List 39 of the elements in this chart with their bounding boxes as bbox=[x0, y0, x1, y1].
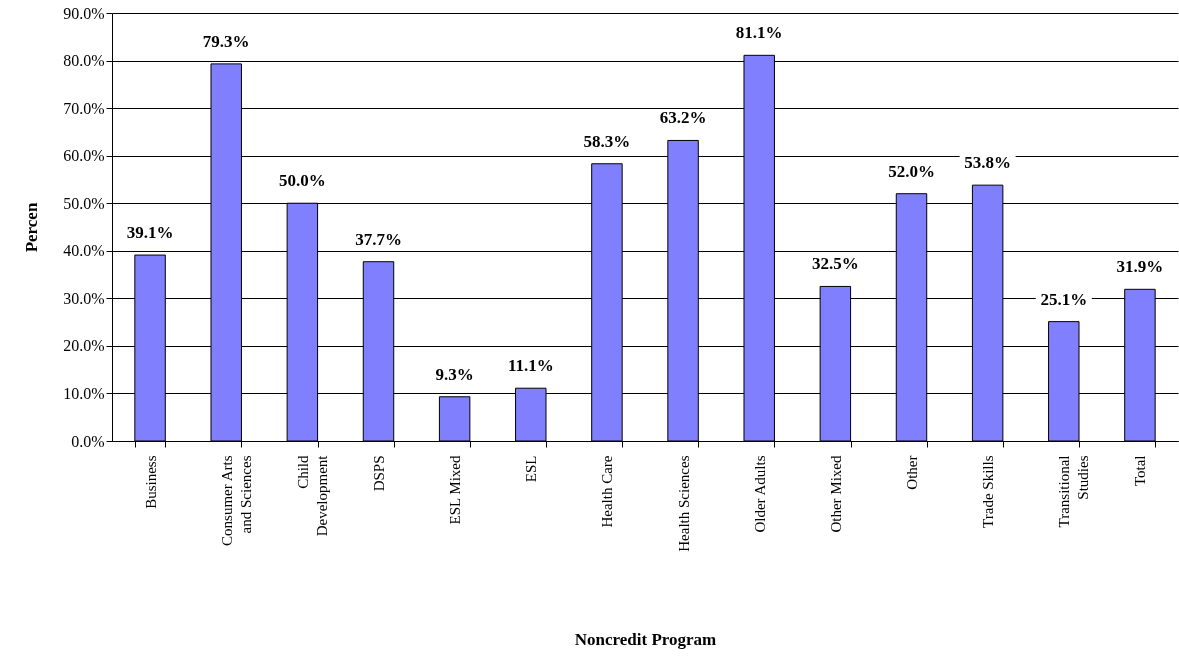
y-tick-label: 50.0% bbox=[63, 194, 105, 212]
x-tick-label: Health Sciences bbox=[675, 455, 692, 552]
data-label: 52.0% bbox=[888, 161, 935, 181]
x-tick-label: Transitional Studies bbox=[1056, 455, 1092, 528]
x-tick-label: Other bbox=[904, 455, 920, 490]
data-label: 63.2% bbox=[659, 108, 707, 128]
data-label: 53.8% bbox=[964, 153, 1012, 173]
x-tick-label: Consumer Arts and Sciences bbox=[218, 455, 254, 546]
y-tick-label: 90.0% bbox=[63, 4, 105, 22]
x-tick-label: Older Adults bbox=[751, 455, 768, 533]
y-tick-label: 0.0% bbox=[71, 432, 105, 450]
x-tick-label: Business bbox=[142, 455, 159, 509]
x-tick-label: ESL bbox=[523, 455, 540, 483]
x-tick-label: Total bbox=[1132, 455, 1149, 487]
data-label: 11.1% bbox=[507, 356, 554, 376]
y-tick-label: 10.0% bbox=[63, 384, 105, 402]
y-tick-label: 20.0% bbox=[63, 337, 105, 355]
data-label: 50.0% bbox=[278, 171, 326, 191]
x-tick-label: ESL Mixed bbox=[447, 455, 464, 525]
x-tick-label: Trade Skills bbox=[980, 455, 997, 528]
data-label: 58.3% bbox=[583, 131, 631, 151]
data-label: 81.1% bbox=[735, 23, 783, 43]
data-label: 32.5% bbox=[811, 254, 859, 274]
y-tick-label: 60.0% bbox=[63, 147, 105, 165]
x-tick-label: Health Care bbox=[599, 455, 616, 528]
y-axis-title: Percen bbox=[22, 202, 42, 253]
data-label: 79.3% bbox=[202, 31, 250, 51]
data-label: 9.3% bbox=[435, 364, 474, 384]
data-label: 31.9% bbox=[1116, 257, 1164, 277]
data-label: 25.1% bbox=[1040, 289, 1088, 309]
x-tick-label: DSPS bbox=[371, 455, 387, 492]
y-tick-label: 80.0% bbox=[63, 52, 105, 70]
y-tick-label: 70.0% bbox=[63, 99, 105, 117]
data-label: 37.7% bbox=[355, 229, 402, 249]
y-tick-label: 30.0% bbox=[63, 289, 105, 307]
x-tick-label: Other Mixed bbox=[827, 455, 844, 533]
x-axis-title: Noncredit Program bbox=[574, 629, 717, 649]
y-tick-label: 40.0% bbox=[63, 242, 105, 260]
data-label: 39.1% bbox=[126, 223, 174, 243]
